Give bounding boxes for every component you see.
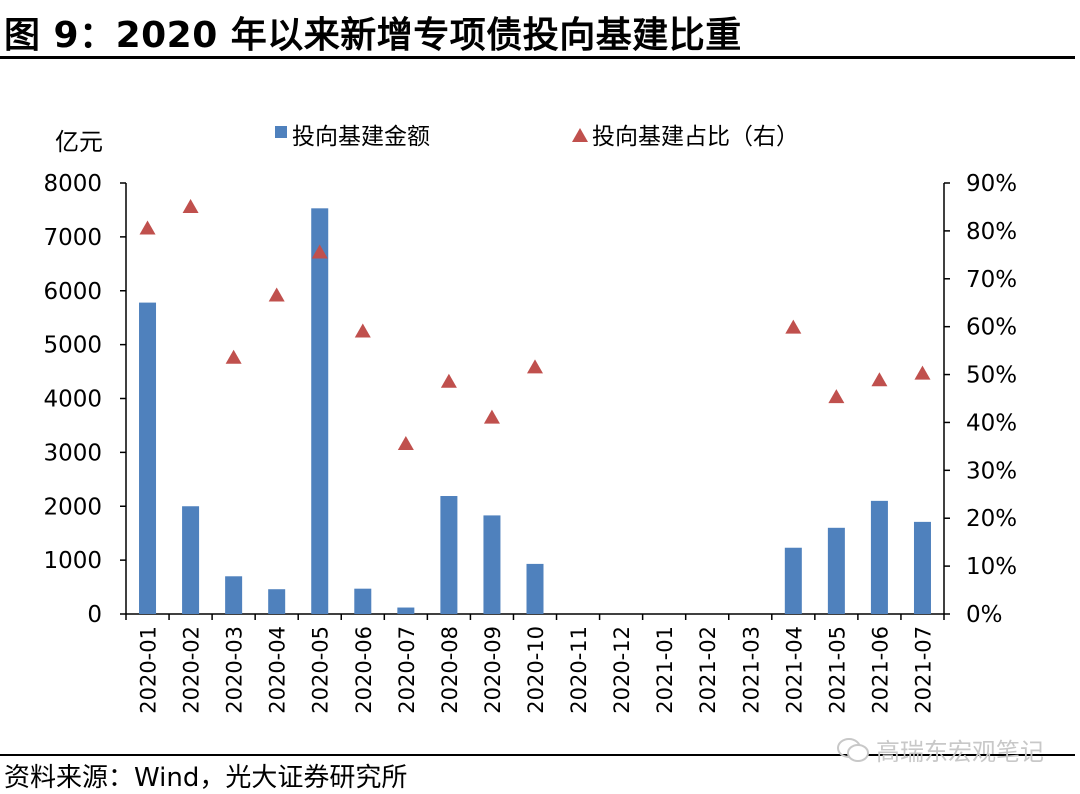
axes: 0 1000 2000 3000 4000 5000 6000 7000 8000 0% 10% 20…	[43, 171, 1017, 628]
bar-2021-07	[913, 521, 931, 614]
x-tick-label: 2021-05	[825, 626, 849, 714]
x-tick-labels: 2020-01 2020-02 2020-03 2020-04 2020-05 2020-…	[137, 626, 936, 714]
marker-2020-09	[483, 409, 500, 424]
bar-2020-08	[440, 496, 458, 614]
x-tick-label: 2021-07	[911, 626, 935, 714]
bar-2021-05	[827, 527, 845, 614]
y-right-tick-label: 70%	[966, 267, 1017, 293]
bar-2020-02	[182, 506, 200, 614]
marker-2020-03	[225, 349, 242, 364]
y-right-tick-label: 60%	[966, 315, 1017, 341]
marker-2020-10	[527, 359, 543, 374]
bar-2020-04	[268, 589, 286, 614]
marker-2020-06	[354, 323, 371, 338]
x-tick-label: 2020-09	[481, 626, 505, 714]
x-tick-label: 2021-02	[696, 626, 720, 714]
y-right-tick-label: 50%	[966, 363, 1017, 389]
legend-bar-label: 投向基建金额	[292, 124, 430, 150]
marker-2020-02	[182, 198, 199, 213]
x-tick-label: 2020-02	[180, 626, 204, 714]
bars	[139, 208, 931, 615]
y-left-tick-label: 3000	[43, 440, 102, 466]
source-note: 资料来源：Wind，光大证券研究所	[4, 763, 408, 793]
x-tick-label: 2021-04	[782, 626, 806, 714]
y-right-tick-label: 80%	[966, 219, 1017, 245]
x-tick-label: 2021-06	[868, 626, 892, 714]
marker-2021-06	[871, 372, 888, 387]
bar-2020-05	[311, 208, 329, 615]
marker-2020-05	[311, 244, 328, 259]
watermark-text: 高瑞东宏观笔记	[876, 738, 1044, 766]
bar-2020-10	[526, 563, 544, 614]
y-left-unit-label: 亿元	[55, 128, 103, 156]
bar-2020-07	[397, 607, 415, 614]
legend-bar-swatch	[275, 126, 287, 138]
footer-rule	[0, 754, 1075, 756]
x-tick-label: 2020-06	[352, 626, 376, 714]
x-tick-label: 2020-04	[266, 626, 290, 714]
marker-2021-05	[828, 389, 845, 404]
x-tick-label: 2020-03	[223, 626, 247, 714]
marker-2021-07	[914, 365, 931, 380]
y-right-tick-label: 30%	[966, 458, 1017, 484]
y-left-tick-label: 0	[87, 602, 102, 628]
legend-marker-swatch	[572, 128, 588, 142]
watermark: 高瑞东宏观笔记	[836, 732, 1044, 767]
x-tick-label: 2021-01	[653, 626, 677, 714]
bar-2020-06	[354, 588, 372, 614]
y-left-tick-label: 8000	[43, 171, 102, 197]
bar-2020-01	[139, 302, 157, 614]
bar-2020-03	[225, 576, 243, 614]
title-rule	[0, 56, 1075, 59]
x-tick-label: 2020-07	[395, 626, 419, 714]
x-tick-label: 2020-10	[524, 626, 548, 714]
bar-2020-09	[483, 515, 501, 614]
y-right-tick-label: 90%	[966, 171, 1017, 197]
chart: 亿元 投向基建金额 投向基建占比（右） 0 1000 2000 3000 4000 5000…	[43, 124, 1017, 714]
legend: 投向基建金额 投向基建占比（右）	[275, 124, 799, 150]
legend-marker-label: 投向基建占比（右）	[592, 124, 799, 150]
bar-2021-04	[784, 547, 802, 614]
marker-2020-07	[397, 435, 414, 450]
y-left-tick-label: 1000	[43, 548, 102, 574]
x-tick-label: 2020-01	[137, 626, 161, 714]
x-tick-label: 2020-11	[567, 626, 591, 714]
marker-2021-04	[785, 319, 802, 334]
y-left-tick-label: 2000	[43, 494, 102, 520]
markers	[139, 198, 931, 450]
y-left-tick-label: 7000	[43, 225, 102, 251]
y-right-tick-label: 10%	[966, 554, 1017, 580]
y-left-tick-label: 6000	[43, 279, 102, 305]
x-tick-label: 2020-12	[610, 626, 634, 714]
marker-2020-08	[440, 373, 457, 388]
wechat-icon	[837, 737, 869, 762]
marker-2020-01	[139, 220, 156, 235]
y-right-tick-label: 20%	[966, 506, 1017, 532]
y-left-tick-label: 5000	[43, 333, 102, 359]
y-left-tick-label: 4000	[43, 387, 102, 413]
x-tick-label: 2021-03	[739, 626, 763, 714]
y-right-tick-label: 40%	[966, 410, 1017, 436]
x-tick-label: 2020-05	[309, 626, 333, 714]
x-tick-label: 2020-08	[438, 626, 462, 714]
marker-2020-04	[268, 287, 285, 302]
y-right-tick-label: 0%	[966, 602, 1003, 628]
bar-2021-06	[870, 500, 888, 614]
figure-title: 图 9：2020 年以来新增专项债投向基建比重	[4, 15, 742, 56]
